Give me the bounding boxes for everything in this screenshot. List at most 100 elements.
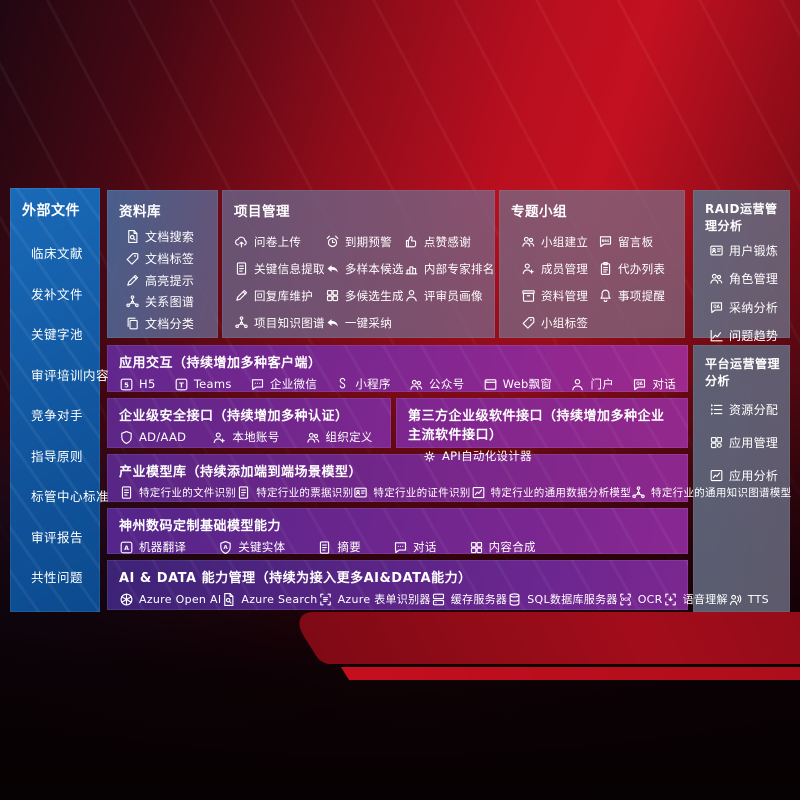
feature-label: 问题趋势	[729, 328, 779, 343]
feature-item[interactable]: API自动化设计器	[422, 448, 532, 464]
feature-item[interactable]: 高亮提示	[125, 272, 208, 289]
raid-items: 用户锻炼角色管理采纳分析问题趋势	[705, 242, 780, 344]
feature-item[interactable]: 本地账号	[212, 429, 279, 445]
list-icon	[709, 402, 724, 417]
feature-item[interactable]: 项目知识图谱	[234, 309, 325, 336]
feature-item[interactable]: 应用管理	[709, 434, 780, 451]
reply-arrow-icon	[325, 261, 340, 276]
feature-item[interactable]: 企业微信	[250, 376, 317, 392]
sidebar-item[interactable]: 审评报告	[31, 529, 84, 545]
person-plus-icon	[212, 430, 227, 445]
feature-item[interactable]: Azure Open AI	[119, 592, 221, 607]
feature-item[interactable]: Web飘窗	[483, 376, 553, 392]
feature-item[interactable]: 回复库维护	[234, 282, 325, 309]
feature-item[interactable]: 到期预警	[325, 228, 404, 255]
sidebar-item[interactable]: 发补文件	[31, 286, 84, 302]
feature-item[interactable]: 小组标签	[521, 309, 598, 336]
feature-label: 资料管理	[541, 288, 589, 303]
feature-label: 事项提醒	[618, 288, 666, 303]
feature-item[interactable]: 多候选生成	[325, 282, 404, 309]
feature-item[interactable]: 对话	[632, 376, 676, 392]
sidebar-item[interactable]: 共性问题	[31, 570, 84, 585]
feature-label: 点赞感谢	[423, 234, 472, 249]
sidebar-item[interactable]: 标管中心标准	[31, 489, 110, 504]
feature-item[interactable]: 资料管理	[521, 282, 598, 309]
feature-item[interactable]: 点赞感谢	[404, 228, 495, 255]
feature-item[interactable]: SQL数据库服务器	[507, 591, 617, 607]
feature-item[interactable]: 缓存服务器	[431, 591, 508, 607]
feature-item[interactable]: 公众号	[409, 376, 464, 392]
doc-lines-icon	[236, 485, 251, 500]
feature-item[interactable]: 内容合成	[469, 539, 536, 555]
feature-label: Azure 表单识别器	[337, 593, 431, 606]
feature-item[interactable]: 关系图谱	[125, 293, 208, 310]
feature-label: 特定行业的票据识别	[256, 487, 354, 499]
feature-item[interactable]: 文档标签	[125, 250, 208, 267]
feature-item[interactable]: 角色管理	[709, 270, 780, 287]
feature-item[interactable]: 代办列表	[598, 255, 675, 282]
sidebar-item[interactable]: 审评培训内容	[31, 367, 110, 383]
feature-item[interactable]: 留言板	[598, 228, 675, 255]
feature-item[interactable]: 特定行业的票据识别	[236, 485, 353, 500]
feature-item[interactable]: 小程序	[335, 376, 390, 392]
feature-item[interactable]: 语音理解	[663, 591, 728, 607]
feature-item[interactable]: 小组建立	[521, 228, 598, 255]
security-interface-row: 企业级安全接口（持续增加多种认证） AD/AAD 本地账号 组织定义	[107, 398, 391, 448]
feature-item[interactable]: 关键实体	[218, 539, 285, 555]
platform-items: 资源分配应用管理应用分析	[705, 401, 780, 484]
sidebar-item[interactable]: 竞争对手	[31, 408, 84, 423]
sidebar-item[interactable]: 关键字池	[31, 327, 84, 342]
scan-brackets-icon	[318, 592, 333, 607]
feature-item[interactable]: 问题趋势	[709, 327, 780, 344]
graph-icon	[631, 485, 646, 500]
feature-item[interactable]: AD/AAD	[119, 430, 186, 445]
library-items: 文档搜索文档标签高亮提示关系图谱文档分类	[119, 228, 208, 332]
feature-label: 多样本候选	[344, 261, 404, 276]
feature-item[interactable]: 一键采纳	[325, 309, 404, 336]
sidebar-item[interactable]: 指导原则	[31, 448, 84, 464]
feature-item[interactable]: 关键信息提取	[234, 255, 325, 282]
feature-item[interactable]: 特定行业的证件识别	[353, 485, 470, 500]
feature-item[interactable]: Azure Search	[221, 592, 317, 607]
people-icon	[409, 377, 424, 392]
feature-item[interactable]: 特定行业的通用数据分析模型	[471, 485, 631, 500]
sidebar-item[interactable]: 临床文献	[31, 246, 84, 261]
feature-item[interactable]: 门户	[570, 376, 614, 392]
people-icon	[709, 271, 724, 286]
feature-item[interactable]: 应用分析	[709, 467, 780, 484]
feature-label: 关键信息提取	[254, 261, 325, 276]
feature-item[interactable]: 事项提醒	[598, 282, 675, 309]
feature-item[interactable]: Teams	[174, 377, 232, 392]
feature-item[interactable]: 机器翻译	[119, 539, 186, 555]
feature-label: SQL数据库服务器	[527, 593, 618, 606]
feature-label: 小组标签	[541, 315, 589, 330]
feature-label: 对话	[652, 377, 676, 391]
feature-item[interactable]: 对话	[393, 539, 437, 555]
chart-box-icon	[471, 485, 486, 500]
feature-item[interactable]: OCR	[618, 592, 663, 607]
feature-item[interactable]: H5	[119, 377, 156, 392]
feature-item[interactable]: 内部专家排名	[404, 255, 495, 282]
feature-item[interactable]: 组织定义	[306, 429, 373, 445]
feature-item[interactable]: 特定行业的通用知识图谱模型	[631, 485, 791, 500]
feature-item[interactable]: 资源分配	[709, 401, 780, 418]
industry-title: 产业模型库（持续添加端到端场景模型）	[119, 465, 363, 480]
feature-label: 关键实体	[238, 540, 286, 554]
feature-label: 语音理解	[682, 593, 728, 606]
feature-item[interactable]: 文档分类	[125, 315, 208, 332]
feature-item[interactable]: 采纳分析	[709, 299, 780, 316]
feature-item[interactable]: 问卷上传	[234, 228, 325, 255]
feature-item[interactable]: Azure 表单识别器	[318, 591, 431, 607]
feature-item[interactable]: 多样本候选	[325, 255, 404, 282]
security-title: 企业级安全接口（持续增加多种认证）	[119, 409, 349, 424]
feature-item[interactable]: 摘要	[317, 539, 361, 555]
feature-item[interactable]: 用户锻炼	[709, 242, 780, 259]
interaction-title: 应用交互（持续增加多种客户端）	[119, 356, 322, 371]
feature-item[interactable]: 成员管理	[521, 255, 598, 282]
feature-item[interactable]: 文档搜索	[125, 228, 208, 245]
speech-scan-icon	[663, 592, 678, 607]
feature-item[interactable]: 评审员画像	[404, 282, 495, 309]
people-icon	[521, 234, 536, 249]
feature-item[interactable]: TTS	[728, 592, 769, 607]
feature-item[interactable]: 特定行业的文件识别	[119, 485, 236, 500]
